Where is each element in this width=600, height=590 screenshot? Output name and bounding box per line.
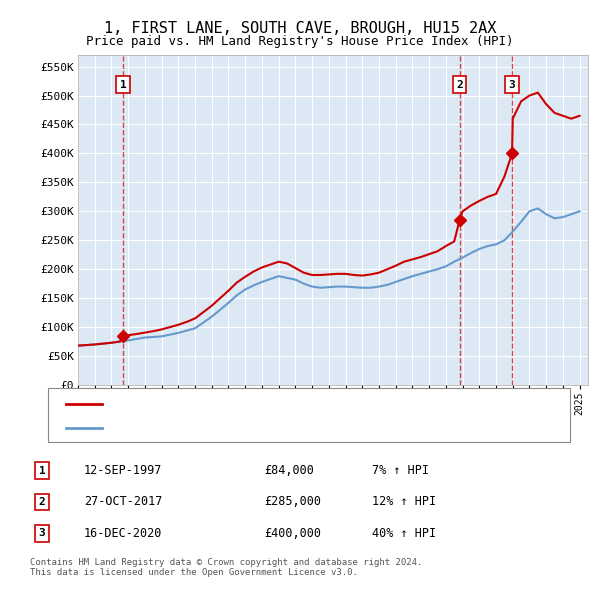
Text: 1, FIRST LANE, SOUTH CAVE, BROUGH, HU15 2AX: 1, FIRST LANE, SOUTH CAVE, BROUGH, HU15 … — [104, 21, 496, 35]
Text: 27-OCT-2017: 27-OCT-2017 — [84, 496, 163, 509]
Text: Contains HM Land Registry data © Crown copyright and database right 2024.
This d: Contains HM Land Registry data © Crown c… — [30, 558, 422, 578]
Text: 3: 3 — [38, 529, 46, 539]
Text: 1: 1 — [38, 466, 46, 476]
Text: £400,000: £400,000 — [264, 527, 321, 540]
Text: 40% ↑ HPI: 40% ↑ HPI — [372, 527, 436, 540]
Text: £84,000: £84,000 — [264, 464, 314, 477]
Text: 2: 2 — [456, 80, 463, 90]
Text: Price paid vs. HM Land Registry's House Price Index (HPI): Price paid vs. HM Land Registry's House … — [86, 35, 514, 48]
Text: 1, FIRST LANE, SOUTH CAVE, BROUGH, HU15 2AX (detached house): 1, FIRST LANE, SOUTH CAVE, BROUGH, HU15 … — [114, 399, 489, 409]
Text: 2: 2 — [38, 497, 46, 507]
Text: 16-DEC-2020: 16-DEC-2020 — [84, 527, 163, 540]
Text: £285,000: £285,000 — [264, 496, 321, 509]
Text: HPI: Average price, detached house, East Riding of Yorkshire: HPI: Average price, detached house, East… — [114, 423, 489, 433]
Text: 3: 3 — [509, 80, 515, 90]
Text: 1: 1 — [120, 80, 127, 90]
Text: 12-SEP-1997: 12-SEP-1997 — [84, 464, 163, 477]
Text: 7% ↑ HPI: 7% ↑ HPI — [372, 464, 429, 477]
Text: 12% ↑ HPI: 12% ↑ HPI — [372, 496, 436, 509]
